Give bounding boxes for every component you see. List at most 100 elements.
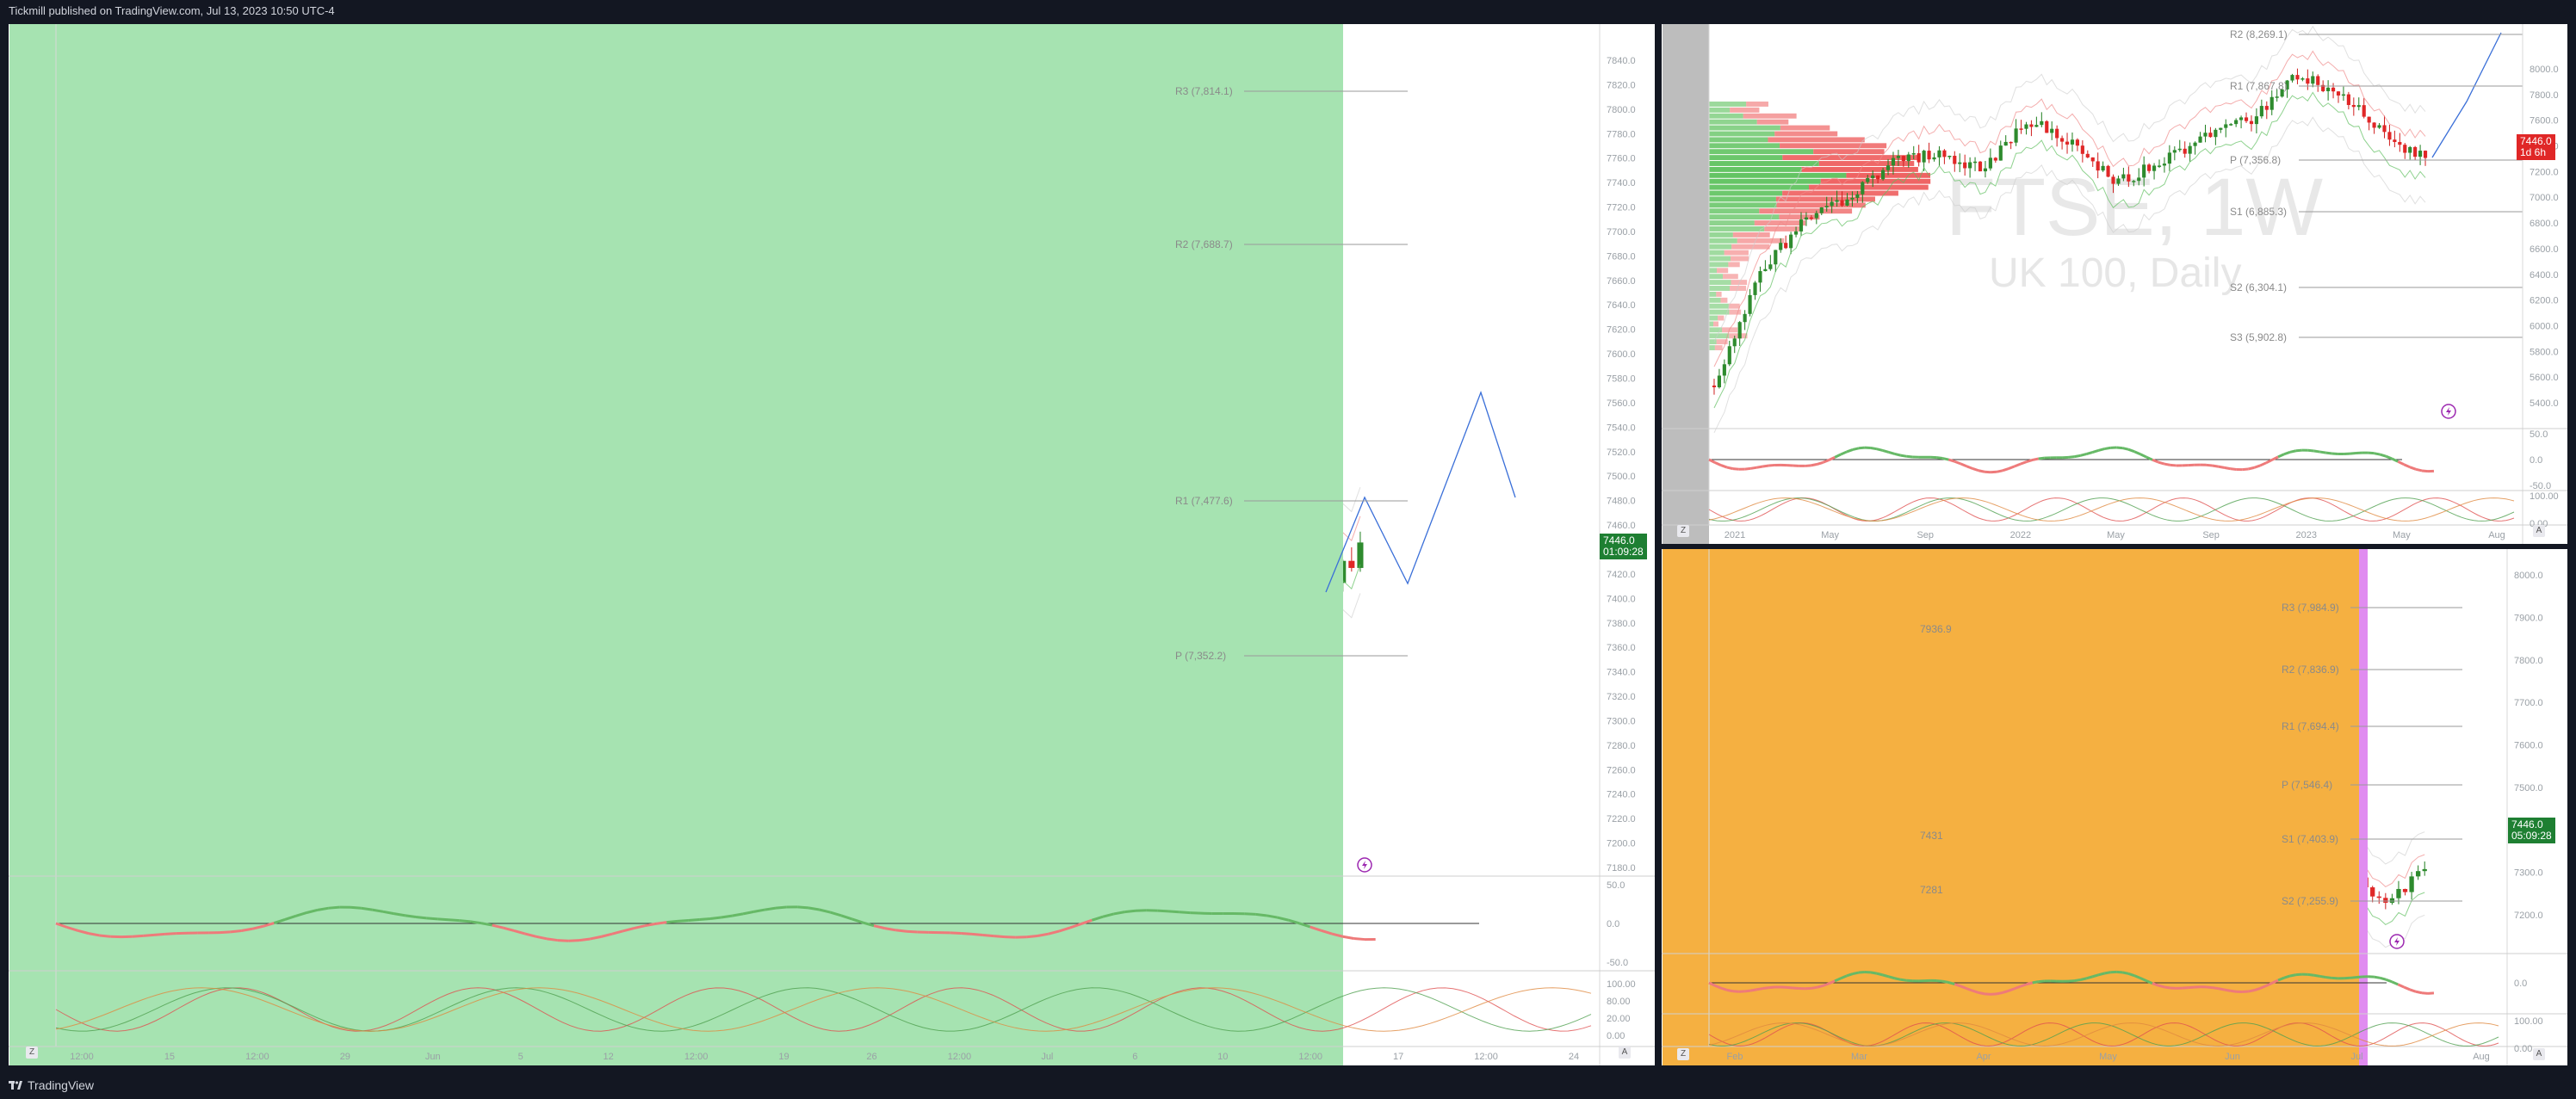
candle-body [2193,142,2197,146]
oscillator-segment [1888,451,1896,455]
oscillator-segment [1942,457,1949,461]
candle-body [2295,75,2300,80]
oscillator-segment [306,908,319,914]
oscillator-segment [1947,981,1955,985]
oscillator-segment [2032,980,2039,985]
oscillator-segment [1726,988,1734,993]
left-z-button[interactable]: Z [26,1047,38,1059]
oscillator-segment [1876,448,1884,452]
oscillator-segment [1708,981,1716,987]
left-a-button[interactable]: A [1619,1047,1631,1059]
top-right-chart-canvas[interactable]: FTSE, 1W UK 100, Daily R2 (8,269.1) R1 (7… [1662,24,2567,544]
top-right-chart-panel[interactable]: FTSE, 1W UK 100, Daily R2 (8,269.1) R1 (7… [1662,24,2567,544]
time-tick-label: 19 [778,1052,789,1062]
top-right-watermark-symbol: FTSE, 1W [1946,162,2323,253]
candle-body [1753,282,1757,295]
volume-bar-down [1774,131,1838,137]
oscillator-segment [2379,976,2387,981]
bottom-right-a-button[interactable]: A [2533,1048,2545,1060]
time-tick-label: 17 [1393,1052,1403,1062]
lightning-icon [1357,857,1372,873]
bottom-right-z-button[interactable]: Z [1677,1048,1689,1060]
lightning-icon [2389,934,2405,949]
oscillator-segment [2002,467,2009,472]
volume-bar-down [1813,149,1885,155]
price-tick-label: 7740.0 [1607,178,1636,188]
time-tick-label: 12:00 [1474,1052,1498,1062]
oscillator-segment [263,922,275,928]
top-right-a-button[interactable]: A [2533,525,2545,537]
oscillator-segment [2008,987,2016,992]
volume-bar-up [1709,286,1731,291]
pivot-label: R1 (7,867.8) [2230,80,2288,92]
candle-body [1998,145,2003,161]
candle-body [1743,313,1747,323]
volume-bar-up [1709,333,1730,339]
oscillator-segment [677,918,689,923]
pivot-label: R1 (7,694.4) [2282,720,2339,732]
oscillator-segment [77,929,90,935]
candle-body [2019,128,2023,130]
oscillator-segment [1822,982,1830,987]
oscillator-segment [765,906,777,911]
oscillator-segment [1996,991,2003,996]
price-tick-label: 7300.0 [1607,716,1636,726]
candle-body [2372,122,2376,128]
candle-body [2331,87,2336,92]
candle-body [1917,153,1921,163]
lightning-icon-glyph [2394,937,2400,946]
oscillator-segment [1244,912,1256,916]
candle-body [2096,161,2100,171]
oscillator-segment [1768,463,1775,467]
volume-bar-up [1709,280,1731,286]
oscillator-segment [132,934,144,938]
candle-body [1763,269,1768,272]
left-chart-panel[interactable]: FTSE, 4h UK 100, Daily R3 (7,814.1)R2 (7… [9,24,1655,1065]
oscillator-segment [426,917,438,921]
price-tick-label: 7360.0 [1607,643,1636,653]
bottom-right-chart-panel[interactable]: FTSE, 1D UK 100, Daily R3 (7,984.9)R2 (7… [1662,549,2567,1065]
oscillator-segment [1762,986,1769,991]
oscillator-segment [2313,449,2320,454]
candle-body [1993,157,1997,161]
left-chart-canvas[interactable]: FTSE, 4h UK 100, Daily R3 (7,814.1)R2 (7… [9,24,1655,1065]
oscillator-segment [2020,460,2028,466]
candle-body [2188,145,2192,154]
top-right-z-button[interactable]: Z [1677,525,1689,537]
oscillator-segment [2188,985,2195,990]
candle-body [1793,231,1799,235]
pivot-label: S1 (6,885.3) [2230,206,2287,218]
time-tick-label: May [2393,530,2411,540]
candle-body [2172,150,2177,153]
oscillator-segment [1714,461,1722,466]
candle-body [2157,165,2162,167]
bottom-right-price-timer: 05:09:28 [2511,830,2552,842]
volume-bar-down [1724,250,1749,256]
time-tick-label: 6 [1132,1052,1137,1062]
volume-bar-down [1731,244,1770,250]
candle-body [1835,200,1839,202]
bottom-right-chart-canvas[interactable]: FTSE, 1D UK 100, Daily R3 (7,984.9)R2 (7… [1662,549,2567,1065]
candle-body [2137,177,2141,182]
volume-bar-up [1709,238,1737,244]
volume-bar-up [1709,214,1780,220]
candle-body [2229,124,2233,126]
oscillator-segment [1900,454,1907,458]
oscillator-segment [546,937,558,942]
oscillator-segment [1840,974,1848,980]
oscillator-segment [241,927,253,932]
time-tick-label: Feb [1727,1052,1743,1062]
oscillator-segment [1960,462,1967,468]
candle-body [1881,170,1886,180]
volume-bar-up [1709,244,1732,250]
oscillator-segment [2068,455,2075,459]
candle-body [2045,120,2049,133]
volume-bar-down [1764,226,1799,232]
volume-bar-down [1716,339,1728,345]
oscillator-segment [2133,450,2141,456]
oscillator-segment [2385,978,2393,984]
oscillator-segment [1058,926,1071,933]
stochastic-line [1708,497,2515,522]
pivot-label: S1 (7,403.9) [2282,833,2338,845]
candle-body [2219,127,2223,130]
